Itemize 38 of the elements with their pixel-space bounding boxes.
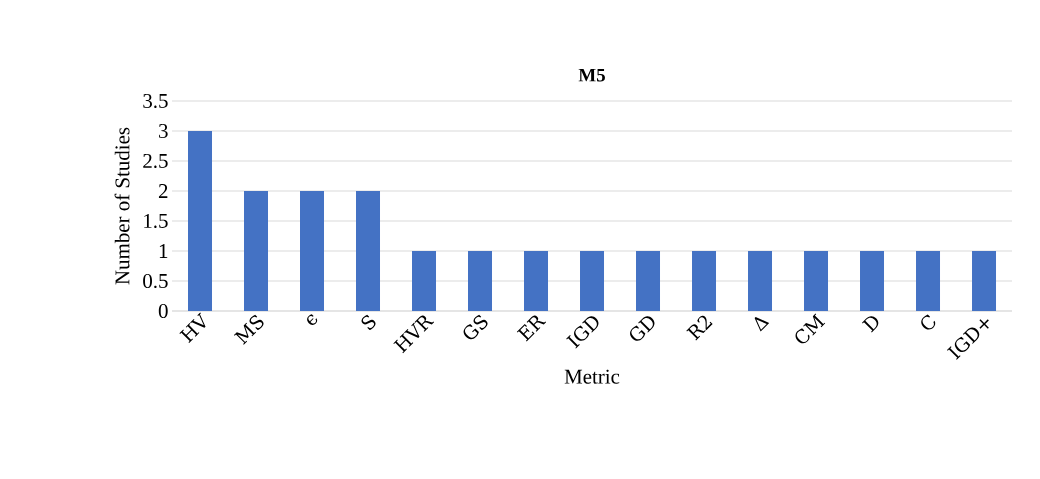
x-tick-label: ϵ [307,314,318,325]
chart-title: M5 [578,68,605,82]
x-tick-label: Δ [754,317,770,332]
x-tick-label: GD [630,316,655,341]
bar [300,191,324,311]
x-tick-label: ER [516,315,547,342]
y-tick-label: 0 [158,303,168,319]
y-tick-label: 2.5 [143,153,168,169]
bar [972,251,997,311]
x-tick-label: MS [233,314,264,345]
y-axis-title: Number of Studies [114,127,130,285]
bar [188,131,212,311]
x-tick-label: CM [795,313,826,344]
bar [244,191,268,311]
bar [860,251,885,311]
bar [804,251,829,311]
bar [356,191,380,311]
x-tick-label: R2 [686,315,713,341]
bar [412,251,436,311]
bar [524,251,549,311]
x-axis-title: Metric [564,369,620,384]
x-tick-label: GS [463,314,488,340]
x-tick-label: HV [179,312,206,344]
y-tick-label: 3.5 [143,93,168,109]
bar [636,251,661,311]
y-tick-label: 3 [159,123,168,139]
bar [916,251,941,311]
y-tick-label: 1.5 [144,213,168,229]
y-tick-label: 2 [158,184,168,198]
y-tick-label: 1 [159,244,168,258]
y-tick-label: 0.5 [143,273,168,289]
bar [692,251,717,311]
bar [468,251,492,311]
x-tick-label: D [862,316,879,333]
x-tick-label: S [361,314,376,331]
x-tick-label: C [921,314,936,330]
bar [748,251,773,311]
bar [580,251,605,311]
